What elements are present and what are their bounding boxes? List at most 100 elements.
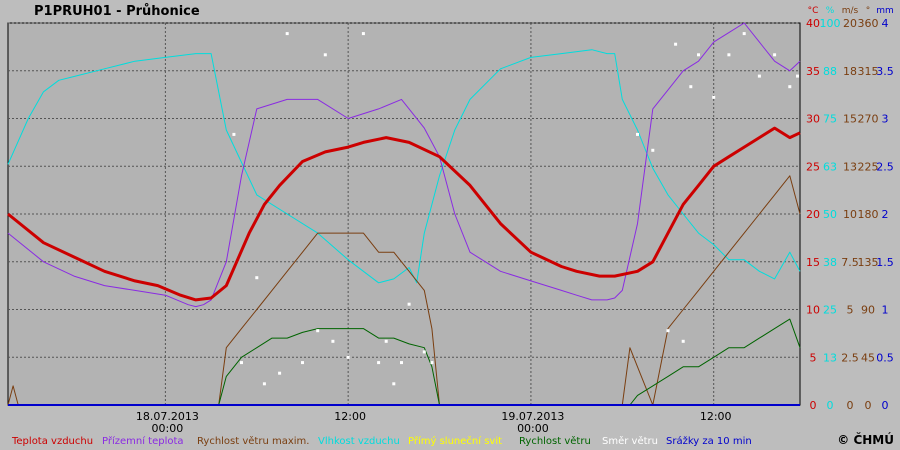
axis-tick-label: 1.5 (876, 256, 894, 269)
legend-item: Teplota vzduchu (11, 436, 93, 447)
axis-tick-label: 15 (843, 113, 857, 126)
wind-direction-point (331, 339, 335, 343)
wind-direction-point (384, 339, 388, 343)
chart-title: P1PRUH01 - Průhonice (34, 4, 200, 19)
axis-tick-label: 13 (823, 351, 837, 364)
axis-tick-label: 0 (827, 399, 834, 412)
wind-direction-point (240, 361, 243, 365)
axis-tick-label: 35 (806, 65, 820, 78)
series-line-teplota-vzduchu (7, 126, 801, 302)
wind-direction-point (377, 361, 381, 365)
wind-direction-point (301, 361, 304, 365)
series-line-rychlost-v-tru-maxim- (7, 175, 801, 406)
wind-direction-point (689, 85, 693, 89)
wind-direction-point (651, 148, 655, 152)
legend-item: Rychlost větru maxim. (197, 435, 309, 447)
axis-tick-label: 0 (882, 399, 889, 412)
x-time-label: 12:00 (700, 410, 732, 423)
axis-unit-label: °C (808, 6, 819, 16)
axis-tick-label: 25 (823, 304, 837, 317)
axis-tick-label: 0 (810, 399, 817, 412)
axis-tick-label: 2.5 (876, 160, 894, 173)
legend-item: Srážky za 10 min (666, 435, 752, 447)
axis-tick-label: 100 (820, 17, 841, 30)
wind-direction-point (422, 350, 426, 354)
axis-tick-label: 38 (823, 256, 837, 269)
axis-tick-label: 13 (843, 160, 857, 173)
axis-tick-label: 40 (806, 17, 820, 30)
copyright-text: © ČHMÚ (837, 432, 894, 447)
axis-tick-label: 50 (823, 208, 837, 221)
wind-direction-point (727, 53, 731, 57)
wind-direction-point (796, 74, 799, 78)
grid-lines (7, 22, 801, 406)
axis-unit-label: mm (876, 6, 894, 16)
axis-tick-label: 5 (810, 351, 817, 364)
legend-item: Přízemní teplota (102, 435, 184, 447)
wind-direction-point (232, 132, 236, 136)
wind-direction-point (430, 361, 434, 365)
axis-tick-label: 20 (843, 17, 857, 30)
axis-tick-label: 4 (882, 17, 889, 30)
x-time-label: 00:00 (152, 422, 184, 435)
wind-direction-point (636, 132, 639, 136)
axis-tick-label: 7.5 (841, 256, 859, 269)
axis-tick-label: 10 (843, 208, 857, 221)
wind-direction-point (757, 74, 761, 78)
x-date-label: 19.07.2013 (501, 410, 564, 423)
x-time-label: 12:00 (334, 410, 366, 423)
series-line-rychlost-v-tru (218, 318, 801, 406)
x-time-label: 00:00 (517, 422, 549, 435)
axis-tick-label: 20 (806, 208, 820, 221)
axis-tick-label: 10 (806, 304, 820, 317)
wind-direction-point (323, 53, 327, 57)
axis-tick-label: 1 (882, 304, 889, 317)
axis-tick-label: 18 (843, 65, 857, 78)
axis-tick-label: 225 (858, 160, 879, 173)
axis-tick-label: 180 (858, 208, 879, 221)
axis-tick-label: 3 (882, 113, 889, 126)
axis-tick-label: 45 (861, 351, 875, 364)
wind-direction-point (346, 355, 350, 359)
axis-tick-label: 0 (847, 399, 854, 412)
wind-direction-point (278, 371, 282, 375)
wind-direction-point (361, 32, 365, 36)
axis-tick-label: 315 (858, 65, 879, 78)
axis-tick-label: 2.5 (841, 351, 859, 364)
wind-direction-point (285, 32, 289, 36)
series-line-p-zemn-teplota (7, 22, 801, 308)
wind-direction-point (742, 32, 746, 36)
axis-tick-label: 135 (858, 256, 879, 269)
x-date-label: 18.07.2013 (136, 410, 199, 423)
wind-direction-point (316, 329, 320, 333)
series-line-vlhkost-vzduchu (7, 49, 801, 284)
axis-unit-label: ° (866, 6, 871, 16)
axis-tick-label: 2 (882, 208, 889, 221)
axis-tick-label: 25 (806, 160, 820, 173)
wind-direction-point (666, 329, 670, 333)
wind-direction-point (712, 95, 716, 99)
axis-tick-label: 360 (858, 17, 879, 30)
legend-item: Vlhkost vzduchu (318, 436, 400, 447)
wind-direction-point (407, 302, 411, 306)
axis-tick-label: 75 (823, 113, 837, 126)
wind-direction-point (681, 339, 685, 343)
axis-labels: °C0510152025303540%013253850637588100m/s… (806, 6, 894, 412)
wind-direction-point (788, 85, 792, 89)
legend-item: Rychlost větru (519, 435, 591, 447)
legend: Teplota vzduchu Přízemní teplota Rychlost … (11, 435, 752, 447)
legend-item: Směr větru (602, 435, 658, 447)
legend-item: Přímý sluneční svit (408, 435, 502, 447)
axis-tick-label: 88 (823, 65, 837, 78)
axis-tick-label: 3.5 (876, 65, 894, 78)
wind-direction-point (262, 382, 266, 386)
wind-direction-point (255, 276, 259, 280)
wind-direction-point (773, 53, 777, 57)
axis-tick-label: 270 (858, 113, 879, 126)
wind-direction-point (697, 53, 700, 57)
axis-unit-label: % (826, 6, 835, 16)
axis-unit-label: m/s (842, 6, 859, 16)
